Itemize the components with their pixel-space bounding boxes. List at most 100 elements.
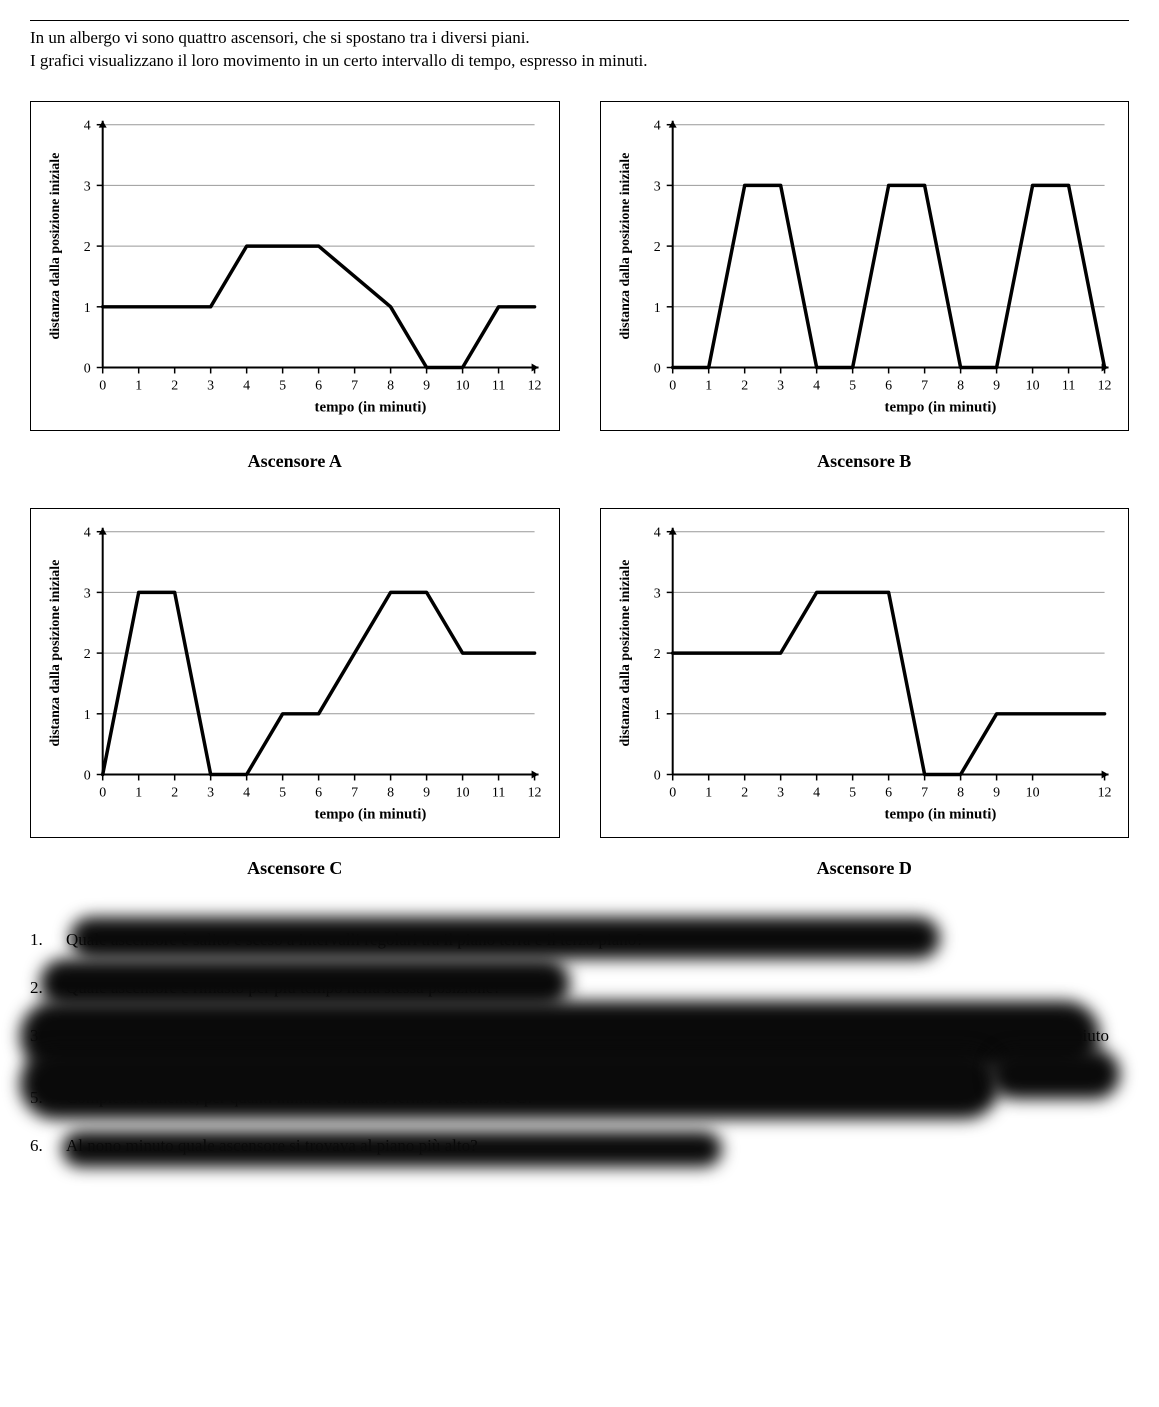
- chart-c-title: Ascensore C: [30, 858, 560, 879]
- svg-text:0: 0: [84, 768, 91, 783]
- redaction-blob: [40, 959, 570, 1007]
- svg-text:5: 5: [849, 785, 856, 800]
- svg-text:12: 12: [528, 785, 542, 800]
- svg-text:4: 4: [813, 785, 820, 800]
- problem-intro: In un albergo vi sono quattro ascensori,…: [30, 27, 1129, 73]
- svg-text:distanza dalla posizione inizi: distanza dalla posizione iniziale: [617, 153, 632, 340]
- svg-text:3: 3: [84, 179, 91, 194]
- svg-text:3: 3: [777, 785, 784, 800]
- svg-text:tempo (in minuti): tempo (in minuti): [884, 806, 996, 822]
- svg-text:5: 5: [279, 378, 286, 393]
- svg-text:5: 5: [849, 378, 856, 393]
- q6-num: 6.: [30, 1135, 43, 1157]
- questions-block: 1. Quale ascensore è salito e sceso a in…: [30, 929, 1129, 1157]
- redaction-blob: [70, 917, 940, 959]
- svg-text:9: 9: [423, 378, 430, 393]
- chart-b-cell: 012345678910111201234tempo (in minuti)di…: [600, 101, 1130, 502]
- svg-text:3: 3: [207, 378, 214, 393]
- svg-text:2: 2: [741, 378, 748, 393]
- svg-text:4: 4: [813, 378, 820, 393]
- chart-a-svg: 012345678910111201234tempo (in minuti)di…: [41, 112, 549, 422]
- svg-text:4: 4: [243, 785, 250, 800]
- svg-text:7: 7: [351, 785, 358, 800]
- svg-text:8: 8: [387, 785, 394, 800]
- svg-text:9: 9: [993, 785, 1000, 800]
- chart-a-cell: 012345678910111201234tempo (in minuti)di…: [30, 101, 560, 502]
- svg-text:3: 3: [653, 179, 660, 194]
- svg-text:distanza dalla posizione inizi: distanza dalla posizione iniziale: [617, 560, 632, 747]
- svg-text:10: 10: [1025, 785, 1039, 800]
- svg-text:3: 3: [777, 378, 784, 393]
- svg-text:2: 2: [653, 647, 660, 662]
- svg-text:6: 6: [885, 378, 892, 393]
- svg-text:3: 3: [207, 785, 214, 800]
- chart-a-title: Ascensore A: [30, 451, 560, 472]
- svg-text:10: 10: [456, 378, 470, 393]
- svg-text:2: 2: [171, 785, 178, 800]
- svg-text:6: 6: [315, 378, 322, 393]
- svg-text:2: 2: [653, 240, 660, 255]
- svg-text:8: 8: [957, 785, 964, 800]
- svg-text:0: 0: [669, 378, 676, 393]
- svg-text:2: 2: [84, 240, 91, 255]
- svg-text:7: 7: [351, 378, 358, 393]
- svg-text:3: 3: [84, 586, 91, 601]
- svg-text:1: 1: [135, 378, 142, 393]
- svg-text:0: 0: [99, 378, 106, 393]
- chart-d-box: 0123456789101201234tempo (in minuti)dist…: [600, 508, 1130, 838]
- svg-text:1: 1: [653, 301, 660, 316]
- svg-text:8: 8: [387, 378, 394, 393]
- svg-text:10: 10: [1025, 378, 1039, 393]
- intro-line-2: I grafici visualizzano il loro movimento…: [30, 50, 1129, 73]
- svg-text:12: 12: [1097, 378, 1111, 393]
- svg-text:4: 4: [84, 119, 91, 134]
- svg-text:0: 0: [669, 785, 676, 800]
- svg-text:0: 0: [84, 361, 91, 376]
- chart-d-cell: 0123456789101201234tempo (in minuti)dist…: [600, 508, 1130, 909]
- svg-text:0: 0: [653, 768, 660, 783]
- svg-text:12: 12: [528, 378, 542, 393]
- svg-text:4: 4: [243, 378, 250, 393]
- svg-text:8: 8: [957, 378, 964, 393]
- svg-text:tempo (in minuti): tempo (in minuti): [884, 399, 996, 415]
- svg-text:4: 4: [653, 526, 660, 541]
- svg-text:distanza dalla posizione inizi: distanza dalla posizione iniziale: [48, 560, 63, 747]
- svg-text:4: 4: [84, 526, 91, 541]
- chart-b-box: 012345678910111201234tempo (in minuti)di…: [600, 101, 1130, 431]
- svg-text:0: 0: [653, 361, 660, 376]
- intro-line-1: In un albergo vi sono quattro ascensori,…: [30, 27, 1129, 50]
- charts-row-bottom: 012345678910111201234tempo (in minuti)di…: [30, 508, 1129, 909]
- svg-text:1: 1: [84, 301, 91, 316]
- svg-text:0: 0: [99, 785, 106, 800]
- svg-text:3: 3: [653, 586, 660, 601]
- redaction-blob: [990, 1049, 1120, 1099]
- chart-b-title: Ascensore B: [600, 451, 1130, 472]
- svg-text:10: 10: [456, 785, 470, 800]
- chart-d-svg: 0123456789101201234tempo (in minuti)dist…: [611, 519, 1119, 829]
- chart-d-title: Ascensore D: [600, 858, 1130, 879]
- svg-text:7: 7: [921, 378, 928, 393]
- svg-text:2: 2: [84, 647, 91, 662]
- top-rule: [30, 20, 1129, 21]
- charts-row-top: 012345678910111201234tempo (in minuti)di…: [30, 101, 1129, 502]
- svg-text:1: 1: [653, 708, 660, 723]
- svg-text:11: 11: [492, 785, 505, 800]
- chart-c-cell: 012345678910111201234tempo (in minuti)di…: [30, 508, 560, 909]
- svg-text:11: 11: [1061, 378, 1074, 393]
- chart-c-box: 012345678910111201234tempo (in minuti)di…: [30, 508, 560, 838]
- svg-text:9: 9: [993, 378, 1000, 393]
- svg-text:2: 2: [741, 785, 748, 800]
- chart-c-svg: 012345678910111201234tempo (in minuti)di…: [41, 519, 549, 829]
- q1-num: 1.: [30, 929, 43, 951]
- svg-text:6: 6: [885, 785, 892, 800]
- svg-text:4: 4: [653, 119, 660, 134]
- svg-text:7: 7: [921, 785, 928, 800]
- chart-b-svg: 012345678910111201234tempo (in minuti)di…: [611, 112, 1119, 422]
- svg-text:5: 5: [279, 785, 286, 800]
- svg-text:tempo (in minuti): tempo (in minuti): [315, 399, 427, 415]
- redaction-blob: [62, 1131, 722, 1167]
- chart-a-box: 012345678910111201234tempo (in minuti)di…: [30, 101, 560, 431]
- svg-text:9: 9: [423, 785, 430, 800]
- svg-text:1: 1: [705, 378, 712, 393]
- svg-text:distanza dalla posizione inizi: distanza dalla posizione iniziale: [48, 153, 63, 340]
